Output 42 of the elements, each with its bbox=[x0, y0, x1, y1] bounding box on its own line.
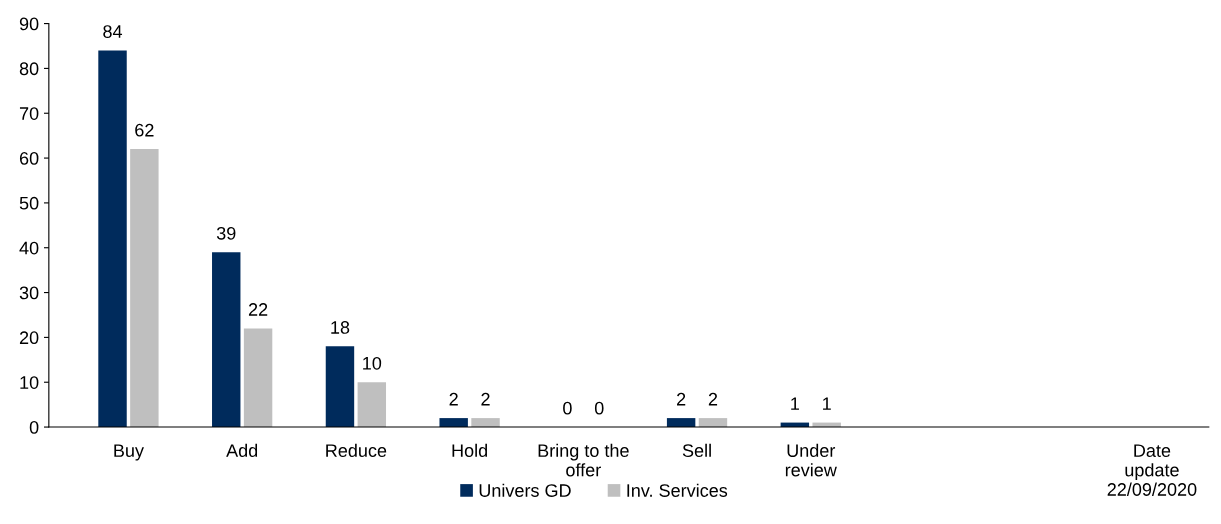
data-label: 1 bbox=[791, 397, 799, 410]
legend-label: Inv. Services bbox=[627, 483, 728, 497]
y-tick-label: 10 bbox=[20, 376, 39, 389]
y-tick-label: 40 bbox=[19, 241, 39, 255]
data-label: 0 bbox=[594, 401, 604, 415]
y-tick-label: 0 bbox=[29, 420, 39, 434]
x-tick-label: Bring to the offer bbox=[538, 443, 629, 477]
x-tick-label: Buy bbox=[114, 444, 144, 461]
data-label: 84 bbox=[103, 25, 123, 38]
x-tick-label: Sell bbox=[682, 443, 711, 457]
bar bbox=[243, 328, 273, 428]
data-label: 2 bbox=[708, 392, 718, 406]
data-label: 2 bbox=[481, 392, 490, 406]
y-tick-label: 60 bbox=[19, 152, 39, 165]
bar bbox=[439, 418, 468, 428]
y-tick-label: 80 bbox=[19, 62, 39, 76]
data-label: 1 bbox=[823, 397, 831, 410]
bar bbox=[325, 346, 355, 428]
data-label: 10 bbox=[363, 356, 382, 370]
x-tick-label: Add bbox=[226, 443, 258, 457]
x-tick-label: Hold bbox=[452, 443, 488, 457]
y-tick-label: 50 bbox=[19, 196, 39, 210]
data-label: 18 bbox=[331, 321, 350, 334]
bar bbox=[471, 418, 500, 428]
y-tick-label: 90 bbox=[19, 17, 39, 31]
data-label: 62 bbox=[135, 123, 154, 137]
data-label: 39 bbox=[216, 226, 236, 240]
data-label: 2 bbox=[449, 392, 458, 406]
x-tick-label: Reduce bbox=[326, 443, 387, 457]
data-label: 22 bbox=[248, 303, 268, 316]
bar bbox=[98, 50, 127, 428]
bar bbox=[212, 252, 241, 428]
y-tick-label: 70 bbox=[19, 107, 39, 120]
data-label: 2 bbox=[677, 392, 686, 406]
y-tick-label: 30 bbox=[19, 286, 39, 300]
bar bbox=[130, 149, 159, 428]
x-tick-label: Under review bbox=[785, 443, 837, 477]
legend-label: Univers GD bbox=[479, 483, 571, 497]
x-tick-label: Date update 22/09/2020 bbox=[1107, 444, 1197, 496]
y-tick-label: 20 bbox=[19, 331, 39, 345]
bar bbox=[357, 382, 387, 428]
data-label: 0 bbox=[563, 401, 572, 415]
